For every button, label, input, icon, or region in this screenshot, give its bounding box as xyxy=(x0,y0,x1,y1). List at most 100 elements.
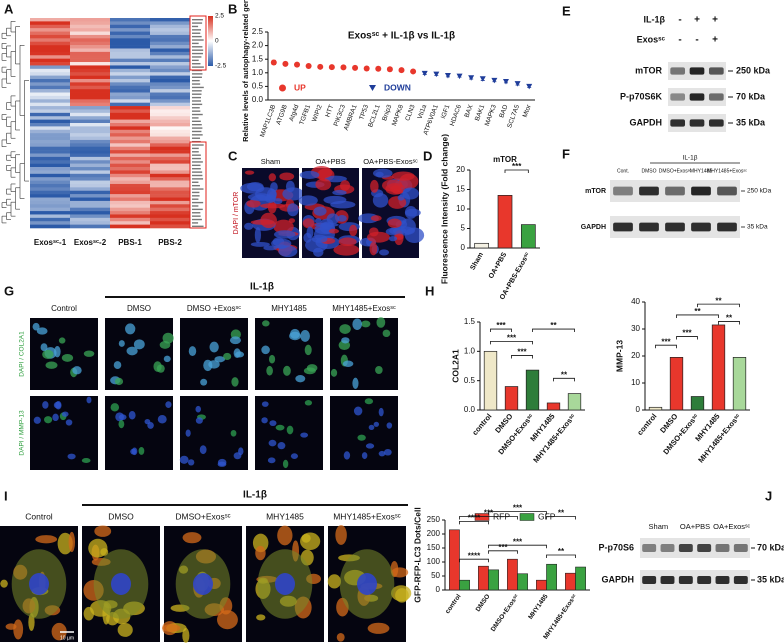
heatmap-cell xyxy=(30,170,70,175)
column-label: OA+PBS xyxy=(315,157,345,166)
point xyxy=(294,61,301,68)
x-tick-label: control xyxy=(635,412,658,437)
significance-label: ** xyxy=(550,321,557,330)
y-tick-label: 2.0 xyxy=(252,41,264,50)
cell xyxy=(382,329,391,338)
cell xyxy=(157,414,167,424)
bar xyxy=(478,565,489,591)
heatmap-cell xyxy=(150,197,190,202)
heatmap-cell xyxy=(70,106,110,110)
heatmap-cell xyxy=(70,136,110,141)
blot-band xyxy=(678,544,693,552)
legend-swatch xyxy=(519,513,535,521)
heatmap-cell xyxy=(150,18,190,22)
bar xyxy=(546,563,557,591)
heatmap-cell xyxy=(30,123,70,127)
column-label: DMSO+Exosˢᶜ xyxy=(175,511,230,521)
cell xyxy=(230,429,237,437)
heatmap-cell xyxy=(30,136,70,141)
cell xyxy=(195,405,201,413)
blot-band xyxy=(691,222,711,232)
y-axis-label: Fluorescence Intensity (Fold change) xyxy=(439,134,449,284)
point xyxy=(328,64,335,71)
cell xyxy=(369,241,378,256)
cell xyxy=(261,345,270,355)
stain-label: DAPI / MMP-13 xyxy=(19,410,26,456)
lane-label: Cont. xyxy=(617,168,629,174)
bar xyxy=(575,566,586,591)
cell xyxy=(58,337,66,344)
y-tick-label: 15 xyxy=(456,185,465,194)
cell xyxy=(67,453,76,460)
significance-bracket xyxy=(504,169,529,173)
point xyxy=(386,66,393,73)
heatmap-cell xyxy=(30,21,70,26)
x-tick-label: CLN3 xyxy=(404,104,416,122)
significance-label: ** xyxy=(558,509,565,518)
cell xyxy=(271,238,292,249)
stain-label: DAPI / COL2A1 xyxy=(19,331,26,377)
cell xyxy=(199,445,207,455)
bar xyxy=(525,369,540,411)
heatmap-cell xyxy=(30,119,70,124)
heatmap-cell xyxy=(110,211,150,215)
blot-band xyxy=(689,67,705,75)
condition-sign: - xyxy=(678,15,681,26)
size-label: 250 kDa xyxy=(747,188,772,195)
significance-label: *** xyxy=(512,162,522,171)
cell xyxy=(256,614,266,621)
cell xyxy=(61,353,74,362)
cell xyxy=(300,330,310,342)
nucleus xyxy=(29,573,49,595)
heatmap-cell xyxy=(150,92,190,97)
blot-band xyxy=(708,93,724,101)
heatmap-cell xyxy=(150,146,190,151)
heatmap-cell xyxy=(150,217,190,222)
x-tick-label: control xyxy=(470,412,493,437)
panel-label: C xyxy=(228,148,238,163)
heatmap-cell xyxy=(70,177,110,181)
protein-label: GAPDH xyxy=(629,117,662,127)
cell xyxy=(388,235,398,242)
column-label: DMSO +Exosˢᶜ xyxy=(187,304,241,313)
heatmap-cell xyxy=(110,41,150,46)
heatmap-cell xyxy=(150,89,190,93)
heatmap-cell xyxy=(70,65,110,70)
cell xyxy=(278,245,298,258)
cell xyxy=(361,320,371,328)
condition-sign: - xyxy=(678,35,681,46)
cell xyxy=(405,208,421,217)
heatmap-cell xyxy=(110,136,150,141)
heatmap-cell xyxy=(70,95,110,100)
cell xyxy=(391,567,409,578)
cell xyxy=(303,232,312,243)
heatmap-cell xyxy=(110,133,150,137)
stain-label: DAPI / mTOR xyxy=(233,192,240,235)
color-scale xyxy=(208,16,213,66)
x-tick-label: BAX xyxy=(464,103,475,118)
heatmap-cell xyxy=(30,99,70,103)
protein-label: GAPDH xyxy=(581,224,606,231)
y-tick-label: 0.5 xyxy=(464,376,476,385)
cell xyxy=(391,585,412,602)
x-tick-label: Sham xyxy=(469,251,485,271)
cell xyxy=(353,406,363,416)
heatmap-cell xyxy=(30,72,70,76)
cell xyxy=(300,432,309,438)
cell xyxy=(349,224,358,237)
cell xyxy=(262,320,270,327)
cell xyxy=(375,171,384,178)
cell xyxy=(267,457,276,464)
heatmap-cell xyxy=(70,41,110,46)
heatmap-cell xyxy=(110,160,150,164)
heatmap-cell xyxy=(70,21,110,26)
heatmap-cell xyxy=(30,116,70,120)
heatmap-cell xyxy=(70,194,110,198)
cell xyxy=(0,579,8,588)
lane-label: MHY1485 xyxy=(690,168,712,174)
cell xyxy=(187,459,195,466)
x-tick-label: Vti1a xyxy=(417,104,429,121)
heatmap-cell xyxy=(70,156,110,161)
heatmap-cell xyxy=(30,217,70,222)
x-tick-label: WIPI2 xyxy=(311,104,324,123)
